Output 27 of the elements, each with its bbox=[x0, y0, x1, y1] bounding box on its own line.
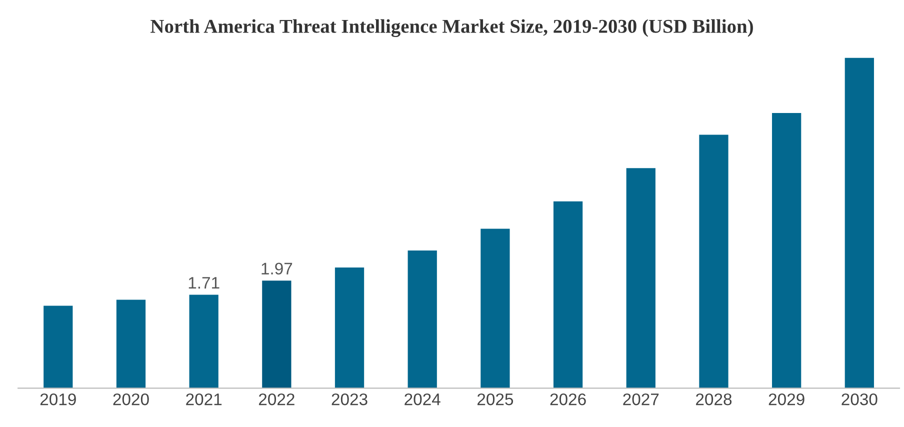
bar bbox=[334, 267, 364, 388]
x-tick-label: 2027 bbox=[623, 393, 659, 406]
x-tick-label: 2026 bbox=[550, 393, 586, 406]
bar bbox=[844, 58, 874, 388]
x-tick-label: 2029 bbox=[768, 393, 804, 406]
x-tick-label: 2021 bbox=[186, 393, 222, 406]
bar bbox=[408, 250, 437, 388]
bar bbox=[626, 168, 656, 388]
x-tick-label: 2022 bbox=[258, 393, 294, 406]
x-tick-label: 2023 bbox=[332, 393, 368, 406]
data-label: 1.71 bbox=[188, 277, 220, 289]
x-tick-label: 2020 bbox=[113, 393, 149, 406]
bar bbox=[44, 306, 73, 388]
bar bbox=[189, 294, 218, 388]
bar bbox=[116, 300, 146, 388]
x-tick-label: 2025 bbox=[478, 393, 514, 406]
bar bbox=[772, 112, 802, 388]
bar bbox=[553, 201, 583, 388]
x-tick-label: 2024 bbox=[404, 393, 440, 406]
chart-title: North America Threat Intelligence Market Size, 2019-2030 (USD Billion) bbox=[150, 19, 753, 37]
x-tick-label: 2030 bbox=[842, 393, 878, 406]
bar bbox=[262, 280, 292, 388]
bar bbox=[480, 228, 510, 388]
x-tick-label: 2019 bbox=[40, 393, 76, 406]
data-label: 1.97 bbox=[262, 262, 292, 275]
x-tick-label: 2028 bbox=[696, 393, 732, 406]
bar bbox=[699, 134, 728, 388]
